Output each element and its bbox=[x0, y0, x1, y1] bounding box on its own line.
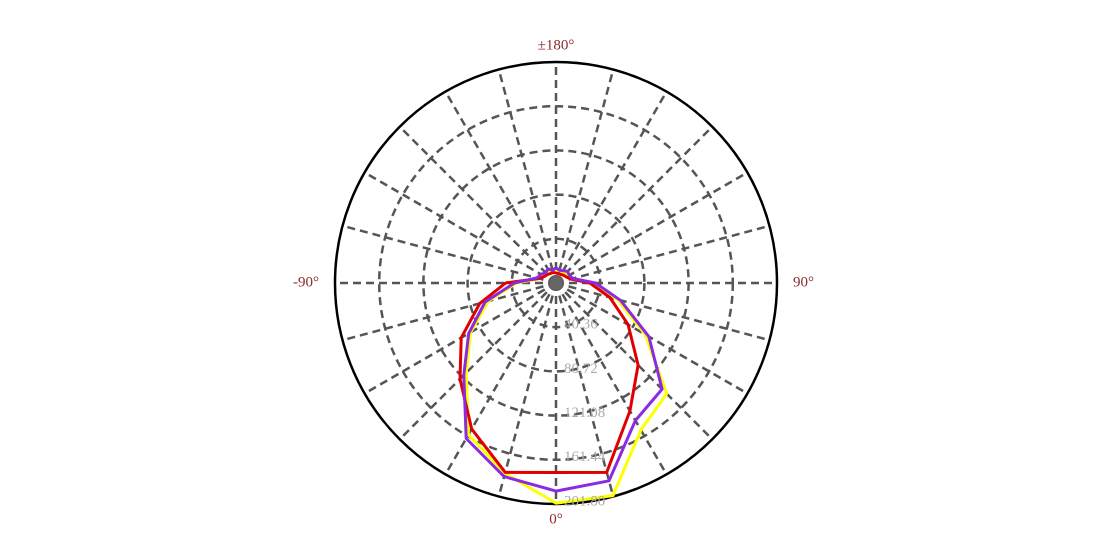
r-tick-label: 40.36 bbox=[564, 317, 598, 333]
series-line bbox=[458, 270, 640, 474]
spoke bbox=[342, 224, 557, 285]
theta-tick-label: ±180° bbox=[538, 37, 575, 53]
spoke bbox=[555, 282, 714, 441]
spoke bbox=[444, 282, 558, 476]
spoke bbox=[555, 171, 749, 285]
series-line bbox=[462, 266, 664, 493]
spoke bbox=[554, 90, 668, 284]
spoke bbox=[444, 90, 558, 284]
spoke bbox=[342, 281, 557, 342]
grid-circle bbox=[377, 104, 735, 462]
spoke bbox=[554, 282, 615, 497]
r-tick-label: 121.08 bbox=[564, 405, 605, 421]
grid-circle bbox=[510, 237, 602, 329]
theta-tick-label: 90° bbox=[793, 274, 814, 290]
spoke bbox=[555, 281, 770, 342]
r-tick-label: 201.80 bbox=[564, 493, 605, 509]
spoke bbox=[555, 281, 749, 395]
center-dot bbox=[549, 276, 563, 290]
spoke bbox=[398, 125, 557, 284]
theta-tick-label: -90° bbox=[293, 274, 319, 290]
spoke bbox=[363, 171, 557, 285]
spoke bbox=[497, 69, 558, 284]
spoke bbox=[554, 69, 615, 284]
grid-circle bbox=[466, 193, 646, 373]
spoke bbox=[554, 282, 668, 476]
spoke bbox=[555, 224, 770, 285]
grid-circle bbox=[422, 149, 690, 417]
theta-tick-label: 0° bbox=[549, 511, 563, 527]
r-tick-label: 80.72 bbox=[564, 361, 598, 377]
spoke bbox=[398, 282, 557, 441]
spoke bbox=[497, 282, 558, 497]
r-tick-label: 161.44 bbox=[564, 449, 606, 465]
spoke bbox=[555, 125, 714, 284]
